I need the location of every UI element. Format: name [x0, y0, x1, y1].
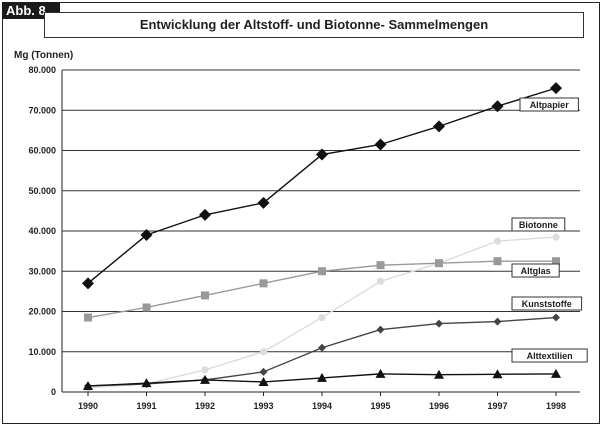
data-point-biotonne [493, 237, 502, 245]
series-label-alttextilien: Alttextilien [511, 348, 588, 363]
data-point-kunststoffe [435, 319, 443, 328]
series-label-altpapier: Altpapier [519, 97, 579, 112]
x-tick-label: 1991 [136, 401, 156, 411]
x-tick-label: 1990 [78, 401, 98, 411]
x-tick-label: 1996 [429, 401, 449, 411]
data-point-altglas [318, 267, 326, 276]
x-tick-label: 1993 [253, 401, 273, 411]
axes [61, 70, 580, 396]
y-tick-label: 10.000 [28, 347, 56, 357]
x-tick-label: 1994 [312, 401, 332, 411]
series-layer [82, 82, 562, 392]
x-tick-label: 1992 [195, 401, 215, 411]
data-point-altpapier [199, 208, 211, 221]
data-point-biotonne [376, 277, 385, 285]
series-altglas [84, 257, 560, 322]
data-point-alttextilien [492, 369, 503, 379]
series-label-box [511, 348, 588, 363]
series-label-text: Kunststoffe [522, 299, 572, 309]
series-biotonne [84, 233, 560, 392]
series-label-kunststoffe: Kunststoffe [511, 296, 583, 311]
y-tick-label: 50.000 [28, 186, 56, 196]
chart-title: Entwicklung der Altstoff- und Biotonne- … [44, 12, 584, 38]
series-label-box [511, 263, 560, 278]
tick-labels: 0 10.000 20.000 30.000 40.000 50.000 60.000 70.… [28, 65, 566, 411]
series-labels: Altpapier Biotonne Altglas Kunststoffe Altte… [511, 97, 588, 363]
series-label-text: Alttextilien [527, 351, 573, 361]
y-tick-label: 70.000 [28, 105, 56, 115]
data-point-kunststoffe [376, 325, 385, 334]
series-label-text: Altglas [521, 266, 551, 276]
y-tick-label: 0 [51, 387, 56, 397]
x-tick-label: 1997 [487, 401, 507, 411]
series-line-biotonne [87, 236, 557, 389]
y-tick-label: 40.000 [28, 226, 56, 236]
series-label-altglas: Altglas [511, 263, 560, 278]
data-point-alttextilien [317, 372, 327, 382]
data-point-altpapier [374, 138, 387, 151]
data-point-kunststoffe [259, 367, 268, 376]
data-point-altglas [435, 259, 443, 268]
data-point-alttextilien [141, 378, 152, 388]
data-point-altpapier [491, 100, 504, 113]
y-axis-label: Mg (Tonnen) [14, 50, 73, 61]
grid-lines [62, 69, 580, 353]
y-tick-label: 60.000 [28, 146, 56, 156]
data-point-altglas [493, 257, 502, 266]
data-point-biotonne [318, 313, 326, 322]
data-point-altpapier [550, 82, 562, 95]
series-label-box [519, 97, 579, 112]
y-tick-label: 80.000 [28, 65, 56, 75]
data-point-altglas [84, 313, 92, 322]
data-point-alttextilien [375, 368, 386, 378]
data-point-altpapier [257, 196, 270, 209]
data-point-altpapier [140, 229, 153, 242]
series-label-box [511, 217, 566, 232]
series-line-altpapier [87, 87, 557, 284]
data-point-altglas [259, 279, 268, 288]
data-point-biotonne [552, 233, 560, 241]
series-label-biotonne: Biotonne [511, 217, 566, 232]
data-point-alttextilien [258, 376, 269, 386]
data-point-altpapier [316, 148, 328, 161]
y-tick-label: 30.000 [28, 266, 56, 276]
data-point-alttextilien [434, 369, 444, 379]
data-point-alttextilien [200, 374, 210, 384]
series-label-text: Biotonne [519, 220, 558, 230]
y-tick-label: 20.000 [28, 307, 56, 317]
data-point-altglas [142, 303, 151, 312]
data-point-biotonne [259, 348, 268, 356]
x-tick-label: 1998 [546, 401, 566, 411]
figure-frame [2, 2, 600, 424]
x-tick-label: 1995 [370, 401, 390, 411]
data-point-altglas [552, 257, 560, 266]
data-point-alttextilien [551, 368, 561, 378]
series-altpapier [82, 82, 562, 290]
data-point-altglas [376, 261, 385, 270]
data-point-altglas [201, 291, 209, 300]
data-point-altpapier [82, 277, 94, 290]
data-point-kunststoffe [552, 313, 560, 322]
series-label-text: Altpapier [530, 100, 570, 110]
data-point-alttextilien [83, 380, 93, 390]
data-point-kunststoffe [493, 317, 502, 326]
series-alttextilien [83, 368, 561, 390]
data-point-altpapier [433, 120, 445, 133]
series-label-box [511, 296, 583, 311]
data-point-biotonne [201, 366, 209, 374]
data-point-kunststoffe [318, 343, 326, 352]
